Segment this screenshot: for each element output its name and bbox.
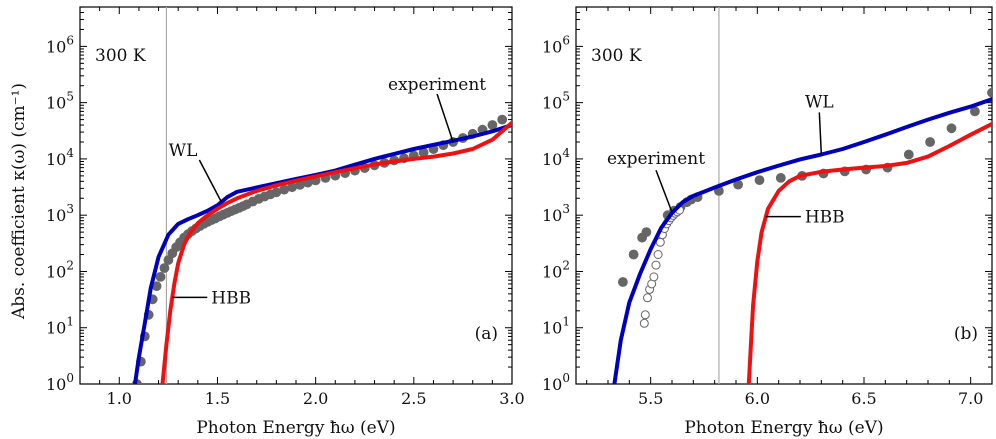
panel-a-wl-label: WL [169,141,198,161]
panel-b-wl-label: WL [805,92,834,112]
panel-b-experiment-filled-point [641,227,652,237]
panel-a-y-tick-label: 103 [46,202,74,225]
panel-a-y-tick-label: 104 [46,146,74,169]
panel-a-wl-curve [133,123,512,384]
panel-b-experiment-filled-point [618,277,628,287]
panel-b-y-tick-label: 103 [542,202,570,225]
panel-a-y-tick-label: 106 [46,33,74,56]
panel-a-temperature-label: 300 K [95,46,146,66]
panel-a: 1.0 1.5 2.0 2.5 3.0 100 101 102 103 104 105 106 Phot… [46,6,525,438]
panel-a-hbb-curve [160,120,512,384]
panel-b-y-tick-label: 100 [542,371,570,394]
panel-b-experiment-open-point [649,272,659,282]
panel-a-x-tick-label: 1.0 [107,389,132,408]
panel-a-y-tick-label: 101 [46,315,74,338]
panel-b-experiment-open-point [653,250,663,259]
panel-b-x-axis-title: Photon Energy ħω (eV) [684,418,883,438]
panel-a-experiment-point [497,114,508,125]
panel-a-x-axis-title: Photon Energy ħω (eV) [196,418,395,438]
panel-a-y-tick-label: 100 [46,371,74,394]
panel-b-experiment-leader [655,169,673,213]
panel-a-x-tick-label: 2.5 [401,389,426,408]
panel-b-experiment-open-point [640,310,650,320]
panel-b-experiment-filled-point [903,149,914,160]
panel-b-hbb-curve [746,121,992,384]
panel-b-frame [575,6,993,385]
panel-a-wl-leader [198,159,223,203]
panel-b-temperature-label: 300 K [591,46,642,66]
panel-a-plot-area [132,114,512,384]
panel-a-experiment-leader [436,93,454,143]
panel-b-experiment-filled-point [775,172,786,183]
panel-b-hbb-label: HBB [805,208,845,228]
panel-b-experiment-filled-point [946,123,957,134]
panel-b-x-tick-label: 7.0 [958,389,983,408]
panel-a-experiment-point [155,271,166,282]
panel-b-wl-leader [818,112,823,155]
panel-a-hbb-label: HBB [211,288,251,308]
panel-b-x-tick-label: 5.5 [638,389,663,408]
panel-b: 5.5 6.0 6.5 7.0 100 101 102 103 104 105 106 Photon … [542,6,993,438]
panel-b-experiment-open-point [651,260,661,270]
panel-b-experiment-filled-point [925,137,935,147]
panel-b-experiment-filled-point [987,87,992,98]
panel-a-experiment-point [159,263,170,273]
panel-a-y-tick-label: 102 [46,258,74,281]
panel-b-wl-curve [612,97,992,384]
panel-b-experiment-open-point [643,293,652,303]
panel-a-panel-label: (a) [475,324,498,344]
panel-b-panel-label: (b) [954,324,978,344]
panel-a-x-tick-label: 3.0 [499,389,524,408]
panel-a-x-tick-label: 2.0 [303,389,328,408]
panel-b-experiment-filled-point [628,249,639,260]
panel-b-experiment-filled-point [754,175,765,185]
panel-b-plot-area [612,87,992,384]
panel-a-experiment-label: experiment [388,75,486,95]
panel-b-y-tick-label: 106 [542,33,570,56]
panel-b-experiment-label: experiment [607,149,705,169]
panel-a-y-tick-label: 105 [46,90,74,113]
panel-b-y-tick-label: 105 [542,90,570,113]
panel-b-x-tick-label: 6.0 [745,389,770,408]
panel-b-experiment-open-point [639,318,649,328]
y-axis-title: Abs. coefficient κ(ω) (cm⁻¹) [9,83,29,320]
panel-b-y-tick-label: 102 [542,258,570,281]
panel-b-y-tick-label: 101 [542,315,570,338]
panel-b-y-tick-label: 104 [542,146,570,169]
panel-a-x-tick-label: 1.5 [205,389,230,408]
panel-b-x-tick-label: 6.5 [851,389,876,408]
